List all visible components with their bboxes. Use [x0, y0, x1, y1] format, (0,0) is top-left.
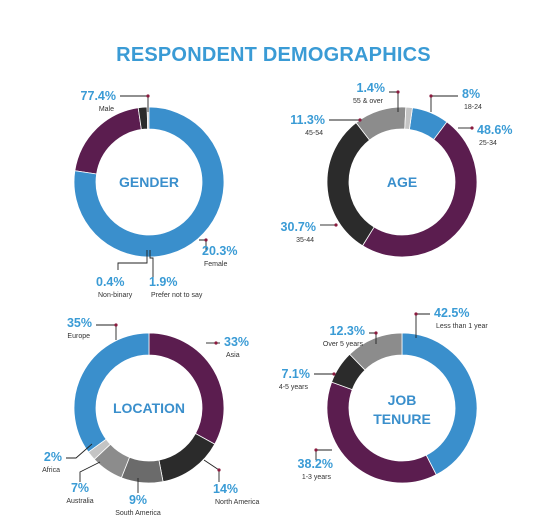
slice-55-over	[404, 106, 413, 130]
category-label-45-54: 45-54	[305, 130, 323, 137]
category-label-4-5-years: 4-5 years	[279, 384, 309, 391]
category-label-less-than-1-year: Less than 1 year	[436, 323, 488, 330]
leader-dot-25-34	[470, 126, 474, 130]
value-label-australia: 7%	[71, 481, 89, 495]
leader-dot-asia	[214, 341, 218, 345]
value-label-non-binary: 0.4%	[96, 275, 125, 289]
value-label-over-5-years: 12.3%	[330, 324, 365, 338]
value-label-male: 77.4%	[81, 89, 116, 103]
category-label-prefer-not-to-say: Prefer not to say	[151, 292, 203, 299]
slice-1-3-years	[326, 381, 437, 484]
leader-dot-over-5-years	[374, 331, 378, 335]
leader-line-australia	[79, 461, 101, 482]
slice-europe	[73, 332, 150, 453]
donut-chart-gender: GENDER 77.4% Male 20.3% Female 1.9% Prefer not…	[73, 89, 237, 299]
donut-chart-job-tenure: JOB TENURE 42.5% Less than 1 year 38.2% 1-3 y…	[279, 306, 488, 484]
category-label-non-binary: Non-binary	[98, 292, 133, 299]
value-label-25-34: 48.6%	[477, 123, 512, 137]
category-label-south-america: South America	[115, 510, 161, 517]
category-label-25-34: 25-34	[479, 140, 497, 147]
category-label-35-44: 35-44	[296, 237, 314, 244]
value-label-asia: 33%	[224, 335, 249, 349]
leader-dot-1-3-years	[314, 448, 318, 452]
category-label-female: Female	[204, 261, 227, 268]
leader-line-18-24	[430, 95, 458, 112]
center-title-gender: GENDER	[119, 174, 179, 190]
center-title-job-tenure-1: JOB	[388, 392, 417, 408]
leader-dot-male	[146, 94, 150, 98]
category-label-europe: Europe	[67, 333, 90, 340]
value-label-female: 20.3%	[202, 244, 237, 258]
value-label-4-5-years: 7.1%	[282, 367, 311, 381]
category-label-africa: Africa	[42, 467, 60, 474]
category-label-18-24: 18-24	[464, 104, 482, 111]
value-label-35-44: 30.7%	[281, 220, 316, 234]
leader-line-africa	[66, 443, 93, 459]
center-title-location: LOCATION	[113, 400, 185, 416]
slice-north-america	[158, 432, 216, 483]
category-label-over-5-years: Over 5 years	[323, 341, 364, 348]
leader-dot-female	[204, 238, 208, 242]
category-label-asia: Asia	[226, 352, 240, 359]
slice-male	[73, 106, 225, 258]
slice-35-44	[326, 122, 375, 247]
value-label-45-54: 11.3%	[290, 113, 325, 127]
slice-female	[74, 107, 142, 175]
leader-dot-north-america	[217, 468, 221, 472]
center-title-job-tenure-2: TENURE	[373, 411, 431, 427]
value-label-55-over: 1.4%	[357, 81, 386, 95]
value-label-18-24: 8%	[462, 87, 480, 101]
leader-dot-4-5-years	[332, 372, 336, 376]
donut-chart-location: LOCATION 33% Asia 14% North America 9% South A…	[42, 316, 259, 517]
leader-line-europe	[96, 324, 117, 340]
leader-dot-less-than-1-year	[414, 312, 418, 316]
value-label-south-america: 9%	[129, 493, 147, 507]
leader-line-prefer-not-to-say	[149, 250, 154, 283]
leader-dot-18-24	[429, 94, 433, 98]
value-label-less-than-1-year: 42.5%	[434, 306, 469, 320]
value-label-europe: 35%	[67, 316, 92, 330]
donut-chart-age: AGE 8% 18-24 48.6% 25-34 30.7% 35-44 11.3% 45-54…	[281, 81, 512, 258]
category-label-australia: Australia	[66, 498, 93, 505]
value-label-africa: 2%	[44, 450, 62, 464]
leader-dot-55-over	[396, 90, 400, 94]
value-label-1-3-years: 38.2%	[298, 457, 333, 471]
leader-line-non-binary	[117, 250, 148, 270]
leader-dot-45-54	[358, 118, 362, 122]
value-label-north-america: 14%	[213, 482, 238, 496]
category-label-55-over: 55 & over	[353, 98, 384, 105]
category-label-north-america: North America	[215, 499, 259, 506]
category-label-male: Male	[99, 106, 114, 113]
slice-25-34	[361, 121, 478, 258]
value-label-prefer-not-to-say: 1.9%	[149, 275, 178, 289]
page-title: RESPONDENT DEMOGRAPHICS	[116, 44, 431, 66]
center-title-age: AGE	[387, 174, 417, 190]
slice-over-5-years	[349, 332, 403, 371]
leader-line-north-america	[203, 459, 220, 482]
leader-dot-35-44	[334, 223, 338, 227]
slice-asia	[148, 332, 225, 445]
category-label-1-3-years: 1-3 years	[302, 474, 332, 481]
leader-dot-europe	[114, 323, 118, 327]
